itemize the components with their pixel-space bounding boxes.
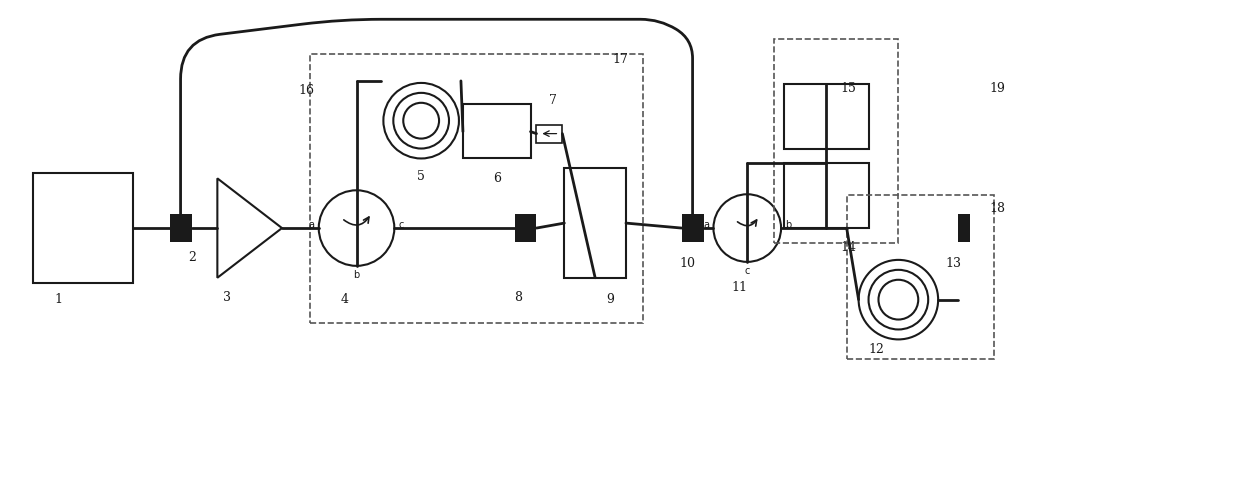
- Text: 8: 8: [515, 291, 522, 304]
- Bar: [682, 214, 703, 242]
- Text: 14: 14: [841, 241, 857, 254]
- Text: 17: 17: [613, 53, 627, 65]
- Text: 15: 15: [841, 82, 857, 96]
- Bar: [537, 125, 562, 142]
- Text: c: c: [398, 220, 404, 230]
- Text: a: a: [309, 220, 315, 230]
- Text: 11: 11: [732, 281, 748, 294]
- Text: 18: 18: [990, 202, 1006, 215]
- Text: 4: 4: [341, 293, 348, 306]
- Text: 1: 1: [55, 293, 62, 306]
- Polygon shape: [217, 178, 281, 278]
- Text: 7: 7: [549, 94, 557, 107]
- Text: b: b: [353, 270, 360, 280]
- Bar: [170, 214, 191, 242]
- Text: 10: 10: [680, 257, 696, 271]
- Text: 19: 19: [990, 82, 1006, 96]
- Bar: [959, 214, 970, 242]
- Text: 5: 5: [417, 170, 425, 183]
- Text: a: a: [703, 220, 709, 230]
- Text: 13: 13: [945, 257, 961, 271]
- Bar: [310, 54, 642, 323]
- Bar: [33, 174, 133, 283]
- Text: 12: 12: [868, 343, 884, 356]
- Bar: [847, 195, 993, 359]
- Text: 3: 3: [223, 291, 232, 304]
- Bar: [564, 168, 626, 278]
- Bar: [774, 39, 898, 243]
- Circle shape: [319, 190, 394, 266]
- Bar: [784, 163, 868, 228]
- Text: c: c: [744, 266, 750, 276]
- Bar: [515, 214, 537, 242]
- Circle shape: [713, 194, 781, 262]
- Text: 9: 9: [606, 293, 614, 306]
- Text: 6: 6: [492, 172, 501, 185]
- Bar: [463, 104, 531, 159]
- Text: 16: 16: [299, 84, 315, 98]
- Text: b: b: [785, 220, 791, 230]
- Text: 2: 2: [188, 251, 196, 264]
- Bar: [784, 84, 868, 149]
